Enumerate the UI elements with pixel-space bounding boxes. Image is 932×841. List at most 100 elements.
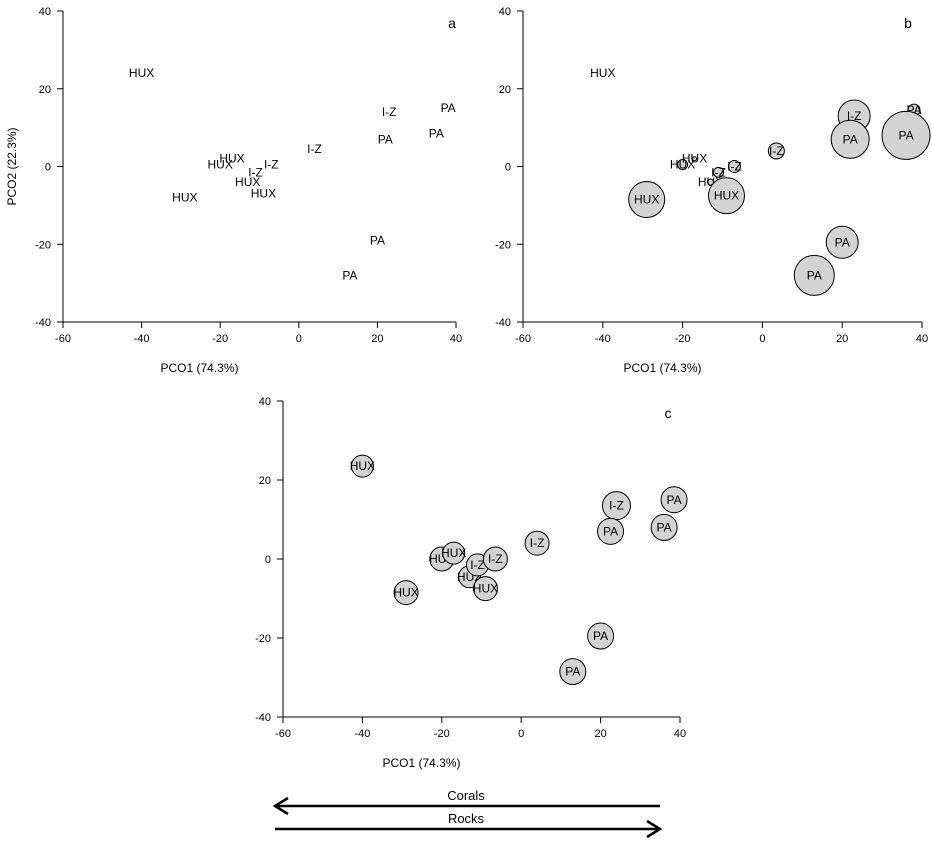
point-label: I-Z xyxy=(530,536,545,550)
x-tick-label: -60 xyxy=(515,333,531,345)
bubble-marker xyxy=(393,580,419,606)
y-tick-label: 20 xyxy=(39,84,51,96)
bubble-marker xyxy=(524,530,550,556)
y-tick-label: -40 xyxy=(255,712,271,724)
bubble-marker xyxy=(559,658,587,686)
y-tick-label: -20 xyxy=(255,633,271,645)
point-label: HUX xyxy=(251,187,276,201)
arrow-label-corals: Corals xyxy=(447,788,485,803)
point-label: I-Z xyxy=(847,109,862,123)
x-tick-label: -40 xyxy=(134,333,150,345)
point-label: PA xyxy=(835,235,850,249)
point-label: HUX xyxy=(235,175,260,189)
point-label: HUX xyxy=(682,152,707,166)
x-tick-label: -20 xyxy=(675,333,691,345)
x-tick-label: -60 xyxy=(275,728,291,740)
point-label: HUX xyxy=(219,152,244,166)
arrow-label-rocks: Rocks xyxy=(448,811,485,826)
panel-letter: b xyxy=(904,15,912,31)
bubble-marker xyxy=(660,486,688,514)
point-label: PA xyxy=(441,101,456,115)
y-tick-label: 20 xyxy=(259,475,271,487)
x-tick-label: -60 xyxy=(55,333,71,345)
x-axis-label: PCO1 (74.3%) xyxy=(623,361,701,375)
point-label: HUX xyxy=(473,582,498,596)
x-tick-label: -20 xyxy=(434,728,450,740)
point-label: PA xyxy=(657,520,672,534)
x-tick-label: 0 xyxy=(759,333,765,345)
point-label: PA xyxy=(370,233,385,247)
panel-letter: a xyxy=(448,15,456,31)
y-tick-label: 0 xyxy=(45,162,51,174)
point-label: HUX xyxy=(441,546,466,560)
point-label: PA xyxy=(843,132,858,146)
y-tick-label: 40 xyxy=(39,6,51,18)
bubble-marker xyxy=(707,177,745,215)
bubble-marker xyxy=(713,166,725,178)
bubble-marker xyxy=(692,156,698,162)
point-label: PA xyxy=(807,268,822,282)
point-label: I-Z xyxy=(769,144,784,158)
bubble-marker xyxy=(825,225,859,259)
point-label: I-Z xyxy=(264,158,279,172)
bubble-marker xyxy=(650,513,678,541)
point-label: HUX xyxy=(634,193,659,207)
x-tick-label: 20 xyxy=(594,728,606,740)
panel-a: -40 -20 0 20 40 -60 -40 -20 0 20 40 PCO1 (74.3%) PCO… xyxy=(5,6,462,375)
y-tick-label: 40 xyxy=(499,6,511,18)
bubble-marker xyxy=(881,110,931,160)
y-tick-label: 0 xyxy=(505,162,511,174)
point-label: HUX xyxy=(590,66,615,80)
x-tick-label: 40 xyxy=(450,333,462,345)
bubble-marker xyxy=(677,159,689,171)
bubble-marker xyxy=(472,576,498,602)
panel-b: -40 -20 0 20 40 -60 -40 -20 0 20 40 PCO1 (74.3%) b HU… xyxy=(495,6,931,375)
point-label: HUX xyxy=(714,189,739,203)
x-tick-label: 0 xyxy=(518,728,524,740)
point-label: I-Z xyxy=(711,165,726,179)
bubble-marker xyxy=(350,454,374,478)
point-label: I-Z xyxy=(307,142,322,156)
x-tick-label: -40 xyxy=(595,333,611,345)
point-label: I-Z xyxy=(470,558,485,572)
point-label: I-Z xyxy=(488,552,503,566)
y-tick-label: 0 xyxy=(265,554,271,566)
x-tick-label: 0 xyxy=(296,333,302,345)
x-tick-label: -40 xyxy=(354,728,370,740)
bubble-marker xyxy=(707,178,715,186)
point-label: HUX xyxy=(350,459,375,473)
point-label: PA xyxy=(898,128,913,142)
point-label: I-Z xyxy=(609,499,624,513)
y-tick-label: -20 xyxy=(495,239,511,251)
y-tick-label: 40 xyxy=(259,396,271,408)
y-tick-label: -40 xyxy=(35,317,51,329)
point-label: PA xyxy=(378,132,393,146)
x-axis-label: PCO1 (74.3%) xyxy=(160,361,238,375)
bubble-marker xyxy=(830,119,870,159)
y-tick-label: -20 xyxy=(35,239,51,251)
point-label: I-Z xyxy=(382,105,397,119)
point-label: PA xyxy=(603,524,618,538)
point-label: I-Z xyxy=(727,160,742,174)
x-tick-label: 40 xyxy=(916,333,928,345)
point-label: PA xyxy=(429,126,444,140)
point-label: PA xyxy=(593,629,608,643)
point-label: PA xyxy=(342,268,357,282)
x-tick-label: -20 xyxy=(212,333,228,345)
point-label: HUX xyxy=(129,66,154,80)
bubble-marker xyxy=(482,546,508,572)
point-label: HUX xyxy=(208,158,233,172)
point-label: PA xyxy=(666,493,681,507)
bubble-marker xyxy=(442,541,466,565)
y-axis-label: PCO2 (22.3%) xyxy=(5,127,19,205)
point-label: HUX xyxy=(393,586,418,600)
bubble-marker xyxy=(628,181,666,219)
point-label: HUX xyxy=(172,191,197,205)
x-tick-label: 40 xyxy=(674,728,686,740)
bubble-marker xyxy=(587,622,615,650)
bubble-marker xyxy=(793,254,835,296)
